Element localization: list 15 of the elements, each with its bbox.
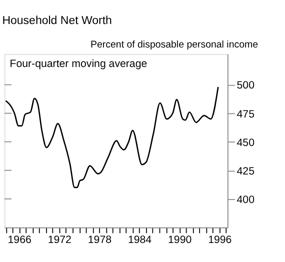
y-tick-label: 450	[236, 136, 255, 149]
y-tick-label: 400	[236, 194, 255, 206]
y-tick-label: 425	[236, 165, 255, 178]
y-tick-label: 500	[236, 80, 255, 92]
x-tick-label: 1972	[48, 234, 72, 246]
y-tick-label: 475	[236, 108, 255, 120]
x-tick-label: 1996	[208, 234, 232, 246]
x-tick-label: 1990	[168, 234, 192, 246]
line-series	[5, 86, 219, 188]
y-axis-title: Percent of disposable personal income	[90, 39, 258, 50]
x-tick-label: 1978	[88, 234, 112, 246]
chart-title: Household Net Worth	[2, 14, 112, 27]
x-tick-label: 1984	[128, 234, 152, 246]
x-tick-label: 1966	[8, 234, 32, 246]
annotation: Four-quarter moving average	[10, 58, 148, 70]
